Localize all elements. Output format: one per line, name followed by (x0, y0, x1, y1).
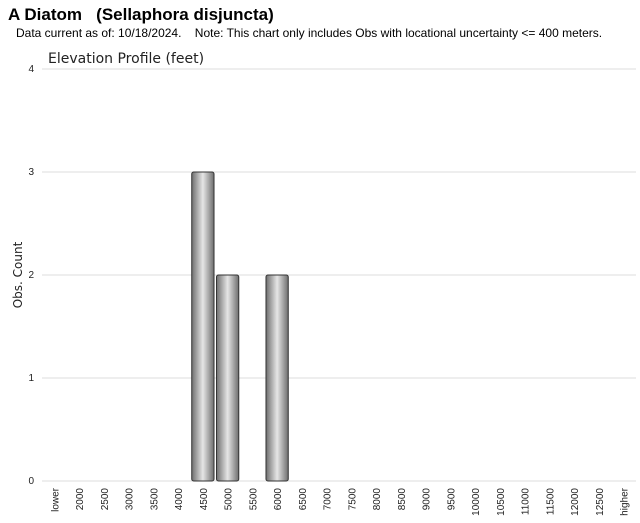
x-tick-label: 6500 (298, 488, 309, 511)
x-tick-label: 2000 (75, 488, 86, 511)
bar-6000 (265, 274, 289, 482)
x-tick-label: 7000 (323, 488, 334, 511)
x-tick-label: 3500 (149, 488, 160, 511)
x-tick-label: 10000 (471, 488, 482, 516)
y-tick-label: 0 (28, 476, 34, 487)
y-tick-label: 1 (28, 373, 34, 384)
x-tick-label: 5000 (224, 488, 235, 511)
y-tick-label: 3 (28, 167, 34, 178)
x-tick-label: 6000 (273, 488, 284, 511)
x-tick-label: 8000 (372, 488, 383, 511)
chart-title: Elevation Profile (feet) (48, 51, 204, 67)
x-tick-label: 3000 (125, 488, 136, 511)
x-tick-label: 9500 (446, 488, 457, 511)
x-tick-label: 2500 (100, 488, 111, 511)
x-tick-label: 12000 (570, 488, 581, 516)
x-tick-label: 8500 (397, 488, 408, 511)
y-axis-label: Obs. Count (11, 241, 25, 308)
x-tick-label: 12500 (595, 488, 606, 516)
y-tick-label: 4 (28, 64, 34, 75)
x-tick-label: 4500 (199, 488, 210, 511)
y-tick-label: 2 (28, 270, 34, 281)
bar-4500 (191, 171, 215, 482)
page-title: A Diatom (Sellaphora disjuncta) (8, 5, 274, 24)
x-tick-label: 11000 (521, 488, 532, 516)
data-note: Data current as of: 10/18/2024. Note: Th… (16, 26, 603, 40)
x-tick-label: 10500 (496, 488, 507, 516)
x-tick-label: 5500 (248, 488, 259, 511)
bar-5000 (215, 274, 240, 482)
x-tick-label: 11500 (545, 488, 556, 516)
x-tick-label: lower (50, 487, 61, 512)
x-tick-label: 7500 (347, 488, 358, 511)
x-tick-label: 4000 (174, 488, 185, 511)
x-tick-label: 9000 (422, 488, 433, 511)
x-tick-label: higher (620, 487, 631, 515)
